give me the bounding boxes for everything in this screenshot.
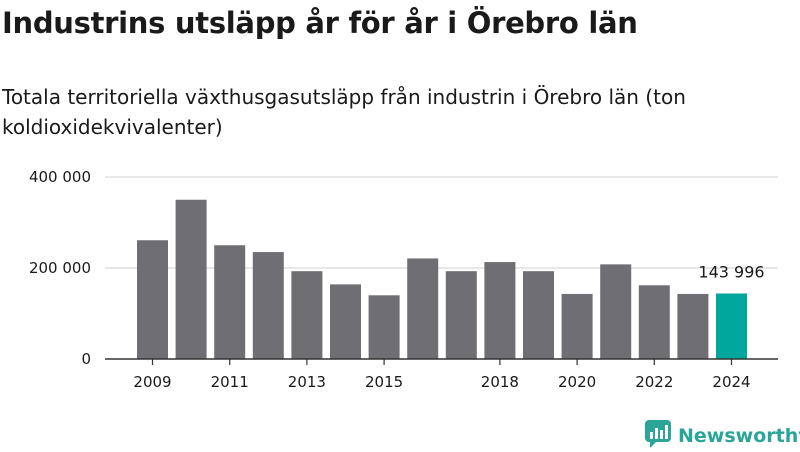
data-label: 143 996	[698, 262, 764, 281]
y-tick-label: 0	[81, 350, 91, 368]
bar	[677, 293, 709, 359]
chart-title: Industrins utsläpp år för år i Örebro lä…	[2, 6, 638, 40]
x-tick-label: 2013	[288, 373, 326, 391]
bar	[214, 245, 246, 359]
bar	[600, 264, 632, 359]
bars	[137, 199, 747, 359]
x-tick-label: 2009	[133, 373, 171, 391]
x-tick-label: 2020	[558, 373, 596, 391]
bar	[638, 285, 670, 359]
bar	[407, 258, 439, 359]
x-tick-label: 2011	[211, 373, 249, 391]
bar	[445, 271, 477, 359]
bar	[252, 252, 284, 359]
bar	[368, 295, 400, 359]
x-tick-label: 2022	[635, 373, 673, 391]
bar	[175, 199, 207, 359]
bar-highlight	[716, 293, 747, 359]
chart-subtitle: Totala territoriella växthusgasutsläpp f…	[2, 85, 686, 139]
y-tick-label: 400 000	[29, 168, 91, 186]
axes	[105, 358, 778, 365]
brand-name: Newsworthy	[678, 425, 800, 447]
bar	[523, 271, 554, 359]
brand-logo: Newsworthy	[645, 420, 800, 452]
labels: 0 200 000 400 000 143 996 2009 2011 2013 2015 20…	[29, 168, 765, 391]
bar	[330, 284, 361, 359]
bar	[484, 262, 516, 359]
newsworthy-logo-icon	[645, 420, 671, 452]
y-tick-label: 200 000	[29, 259, 91, 277]
x-tick-label: 2024	[712, 373, 750, 391]
bar	[137, 240, 168, 359]
x-tick-label: 2018	[481, 373, 519, 391]
x-tick-label: 2015	[365, 373, 403, 391]
bar	[291, 271, 323, 359]
bar	[561, 293, 593, 359]
